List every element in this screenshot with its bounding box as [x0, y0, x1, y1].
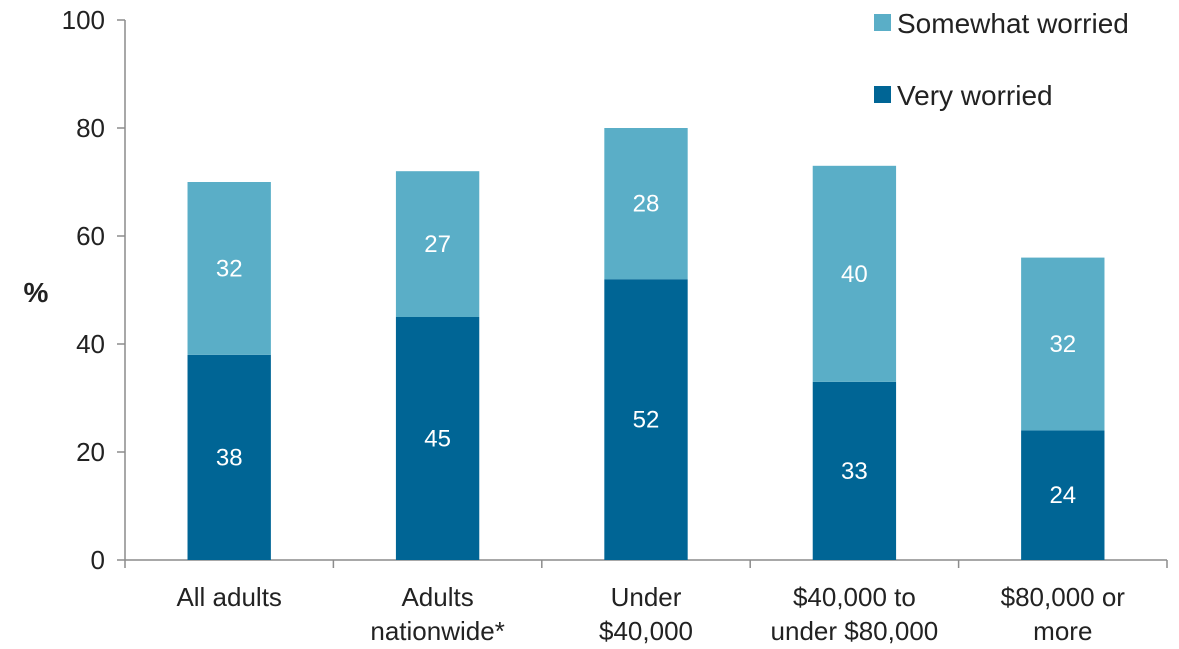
- legend: Somewhat worried Very worried: [874, 8, 1129, 111]
- data-label: 40: [841, 261, 868, 288]
- x-tick-label: All adults: [176, 582, 282, 612]
- bar-somewhat-worried: [395, 171, 480, 317]
- x-tick-label: $40,000 to: [793, 582, 916, 612]
- data-label: 24: [1049, 482, 1076, 509]
- legend-swatch: [874, 86, 891, 103]
- bar-very-worried: [604, 279, 688, 560]
- x-tick-label: $40,000: [599, 616, 693, 646]
- x-tick-label: more: [1033, 616, 1092, 646]
- data-label: 52: [633, 407, 660, 434]
- y-tick-label: 100: [62, 5, 105, 35]
- legend-label: Somewhat worried: [897, 8, 1129, 39]
- x-tick-label: nationwide*: [370, 616, 504, 646]
- data-label: 38: [216, 444, 243, 471]
- x-tick-label: Under: [611, 582, 682, 612]
- data-label: 45: [424, 426, 451, 453]
- bar-somewhat-worried: [187, 182, 271, 355]
- data-label: 32: [216, 255, 243, 282]
- y-tick-label: 80: [76, 113, 105, 143]
- bar-somewhat-worried: [604, 128, 688, 280]
- y-tick-label: 40: [76, 329, 105, 359]
- y-tick-label: 60: [76, 221, 105, 251]
- data-label: 33: [841, 458, 868, 485]
- legend-swatch: [874, 14, 891, 31]
- x-tick-label: Adults: [401, 582, 473, 612]
- bar-very-worried: [812, 381, 897, 560]
- data-label: 28: [633, 191, 660, 218]
- x-axis-labels: All adults Adults nationwide* Under $40,000 $…: [176, 582, 1125, 646]
- bar-somewhat-worried: [812, 165, 897, 382]
- y-tick-label: 20: [76, 437, 105, 467]
- bar-somewhat-worried: [1021, 257, 1105, 431]
- y-tick-label: 0: [91, 545, 105, 575]
- bar-very-worried: [395, 317, 480, 560]
- y-axis-label: %: [24, 277, 49, 308]
- axes: 0 20 40 60 80 100: [62, 5, 1168, 575]
- bars: 38 32 45 27 52 28 33 40 24 32: [187, 128, 1105, 560]
- data-label: 32: [1049, 331, 1076, 358]
- x-tick-label: $80,000 or: [1001, 582, 1126, 612]
- data-label: 27: [424, 231, 451, 258]
- x-tick-label: under $80,000: [771, 616, 939, 646]
- bar-very-worried: [1021, 430, 1105, 560]
- legend-label: Very worried: [897, 80, 1053, 111]
- bar-very-worried: [187, 354, 271, 560]
